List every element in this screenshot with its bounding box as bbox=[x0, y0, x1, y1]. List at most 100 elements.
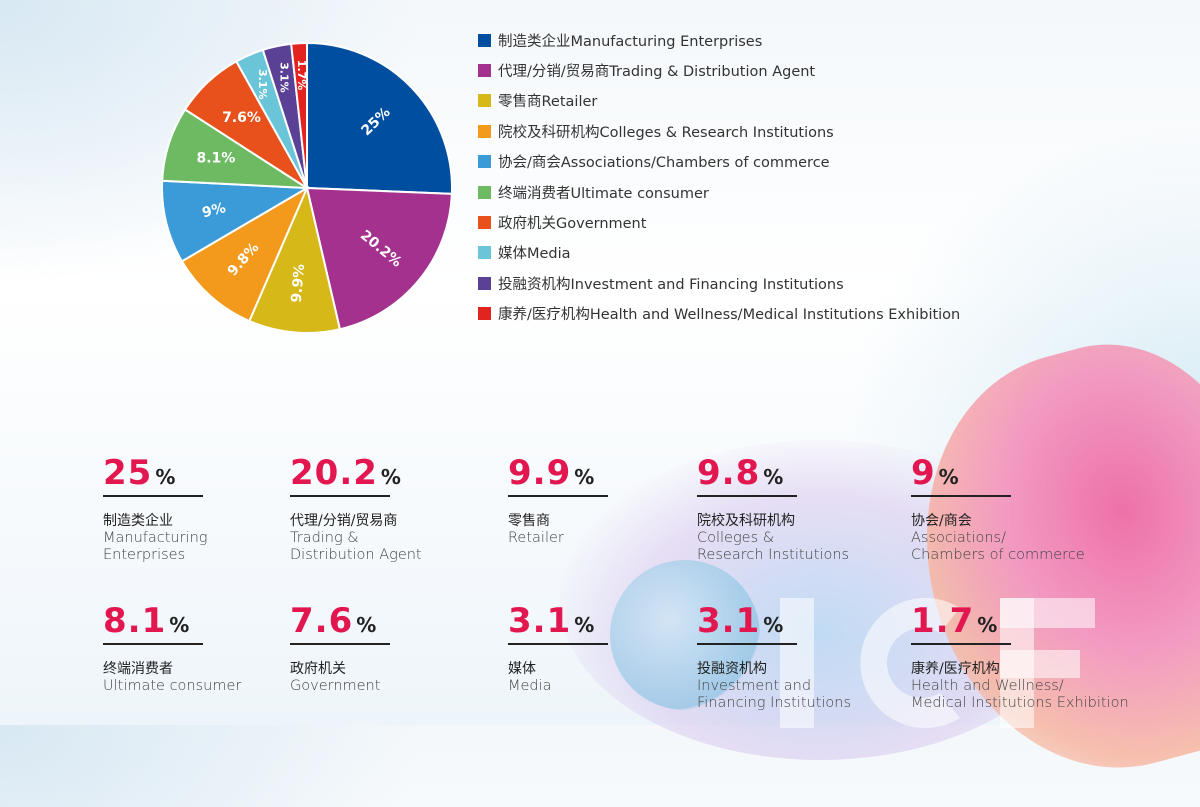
stat-label-en: Manufacturing bbox=[103, 530, 208, 546]
pie-slice bbox=[247, 184, 342, 334]
stat-label-en: Distribution Agent bbox=[290, 547, 422, 563]
legend-swatch bbox=[478, 124, 491, 138]
stat-item: 8.1% 终端消费者 Ultimate consumer bbox=[103, 603, 303, 695]
stat-label-en: Chambers of commerce bbox=[911, 547, 1085, 563]
legend-label: 终端消费者Ultimate consumer bbox=[498, 185, 709, 202]
stat-label-cn: 制造类企业 bbox=[103, 513, 173, 529]
slice-label: 1.7% bbox=[295, 60, 308, 91]
divider bbox=[290, 643, 390, 645]
percent-sign: % bbox=[977, 613, 998, 637]
stat-label-en: Retailer bbox=[508, 530, 564, 546]
slice-label: 9% bbox=[201, 200, 228, 221]
stat-label-cn: 院校及科研机构 bbox=[697, 513, 795, 529]
legend-item: 康养/医疗机构Health and Wellness/Medical Insti… bbox=[478, 299, 960, 329]
stat-item: 9% 协会/商会 Associations/ Chambers of comme… bbox=[911, 455, 1111, 564]
slice-label: 3.1% bbox=[277, 62, 290, 93]
stat-label-en: Associations/ bbox=[911, 530, 1007, 546]
legend-label: 政府机关Government bbox=[498, 216, 647, 233]
stat-label-cn: 代理/分销/贸易商 bbox=[290, 513, 398, 529]
divider bbox=[697, 495, 797, 497]
stat-label-cn: 终端消费者 bbox=[103, 661, 173, 677]
divider bbox=[697, 643, 797, 645]
stat-value: 25 bbox=[103, 453, 153, 493]
legend-swatch bbox=[478, 155, 491, 169]
legend-label: 媒体Media bbox=[498, 246, 571, 263]
stat-label-cn: 媒体 bbox=[508, 661, 536, 677]
legend-swatch bbox=[478, 307, 491, 321]
divider bbox=[508, 643, 608, 645]
slice-label: 3.1% bbox=[256, 69, 269, 100]
stat-label-en: Colleges & bbox=[697, 530, 775, 546]
legend-item: 政府机关Government bbox=[478, 207, 960, 237]
stat-item: 25% 制造类企业 Manufacturing Enterprises bbox=[103, 455, 303, 564]
stat-label-en: Media bbox=[508, 678, 552, 694]
legend-label: 协会/商会Associations/Chambers of commerce bbox=[498, 155, 830, 172]
pie-slice bbox=[180, 185, 310, 323]
stat-label-en: Health and Wellness/ bbox=[911, 678, 1064, 694]
legend-swatch bbox=[478, 276, 491, 290]
pie-chart: 25%20.2%9.9%9.8%9%8.1%7.6%3.1% 3.1% 1.7% bbox=[161, 41, 453, 334]
divider bbox=[911, 495, 1011, 497]
stat-value: 9.9 bbox=[508, 453, 572, 493]
slice-label: 9.9% bbox=[289, 263, 308, 303]
stat-label-cn: 康养/医疗机构 bbox=[911, 661, 1000, 677]
legend-label: 零售商Retailer bbox=[498, 94, 598, 111]
divider bbox=[103, 643, 203, 645]
stat-item: 3.1% 投融资机构 Investment and Financing Inst… bbox=[697, 603, 897, 712]
legend-item: 代理/分销/贸易商Trading & Distribution Agent bbox=[478, 55, 960, 85]
legend-item: 零售商Retailer bbox=[478, 86, 960, 116]
legend-item: 制造类企业Manufacturing Enterprises bbox=[478, 25, 960, 55]
stat-item: 9.8% 院校及科研机构 Colleges & Research Institu… bbox=[697, 455, 897, 564]
legend-swatch bbox=[478, 64, 491, 78]
percent-sign: % bbox=[938, 465, 959, 489]
stat-value: 3.1 bbox=[697, 601, 761, 641]
stat-label-en: Investment and bbox=[697, 678, 812, 694]
slice-label: 8.1% bbox=[196, 151, 235, 167]
legend-item: 投融资机构Investment and Financing Institutio… bbox=[478, 268, 960, 298]
stat-label-en: Ultimate consumer bbox=[103, 678, 242, 694]
percent-sign: % bbox=[356, 613, 377, 637]
percent-sign: % bbox=[380, 465, 401, 489]
legend-item: 协会/商会Associations/Chambers of commerce bbox=[478, 147, 960, 177]
legend-swatch bbox=[478, 216, 491, 230]
stat-value: 1.7 bbox=[911, 601, 975, 641]
legend-label: 康养/医疗机构Health and Wellness/Medical Insti… bbox=[498, 307, 961, 324]
stat-label-cn: 政府机关 bbox=[290, 661, 346, 677]
slice-label: 7.6% bbox=[222, 110, 261, 126]
stat-label-en: Medical Institutions Exhibition bbox=[911, 695, 1129, 711]
stat-value: 20.2 bbox=[290, 453, 378, 493]
stat-value: 9 bbox=[911, 453, 936, 493]
legend-item: 院校及科研机构Colleges & Research Institutions bbox=[478, 116, 960, 146]
percent-sign: % bbox=[763, 465, 784, 489]
pie-slice bbox=[306, 41, 453, 195]
stat-label-cn: 零售商 bbox=[508, 513, 550, 529]
stat-item: 20.2% 代理/分销/贸易商 Trading & Distribution A… bbox=[290, 455, 490, 564]
legend-label: 投融资机构Investment and Financing Institutio… bbox=[498, 276, 844, 293]
divider bbox=[103, 495, 203, 497]
stat-value: 7.6 bbox=[290, 601, 354, 641]
legend-label: 代理/分销/贸易商Trading & Distribution Agent bbox=[498, 64, 816, 81]
stat-value: 3.1 bbox=[508, 601, 572, 641]
stat-label-en: Research Institutions bbox=[697, 547, 850, 563]
stat-label-en: Trading & bbox=[290, 530, 359, 546]
pie-slice bbox=[161, 179, 311, 263]
stat-label-cn: 协会/商会 bbox=[911, 513, 972, 529]
stat-item: 3.1% 媒体 Media bbox=[508, 603, 708, 695]
legend: 制造类企业Manufacturing Enterprises 代理/分销/贸易商T… bbox=[478, 25, 960, 329]
stat-label-cn: 投融资机构 bbox=[697, 661, 767, 677]
percent-sign: % bbox=[155, 465, 176, 489]
stat-item: 9.9% 零售商 Retailer bbox=[508, 455, 708, 547]
percent-sign: % bbox=[574, 613, 595, 637]
legend-item: 媒体Media bbox=[478, 238, 960, 268]
legend-swatch bbox=[478, 185, 491, 199]
stat-value: 8.1 bbox=[103, 601, 167, 641]
pie-slice bbox=[305, 186, 453, 331]
legend-swatch bbox=[478, 246, 491, 260]
stat-item: 1.7% 康养/医疗机构 Health and Wellness/ Medica… bbox=[911, 601, 1129, 712]
stat-label-en: Government bbox=[290, 678, 381, 694]
legend-swatch bbox=[478, 33, 491, 47]
legend-swatch bbox=[478, 94, 491, 108]
percent-sign: % bbox=[763, 613, 784, 637]
percent-sign: % bbox=[169, 613, 190, 637]
stat-value: 9.8 bbox=[697, 453, 761, 493]
